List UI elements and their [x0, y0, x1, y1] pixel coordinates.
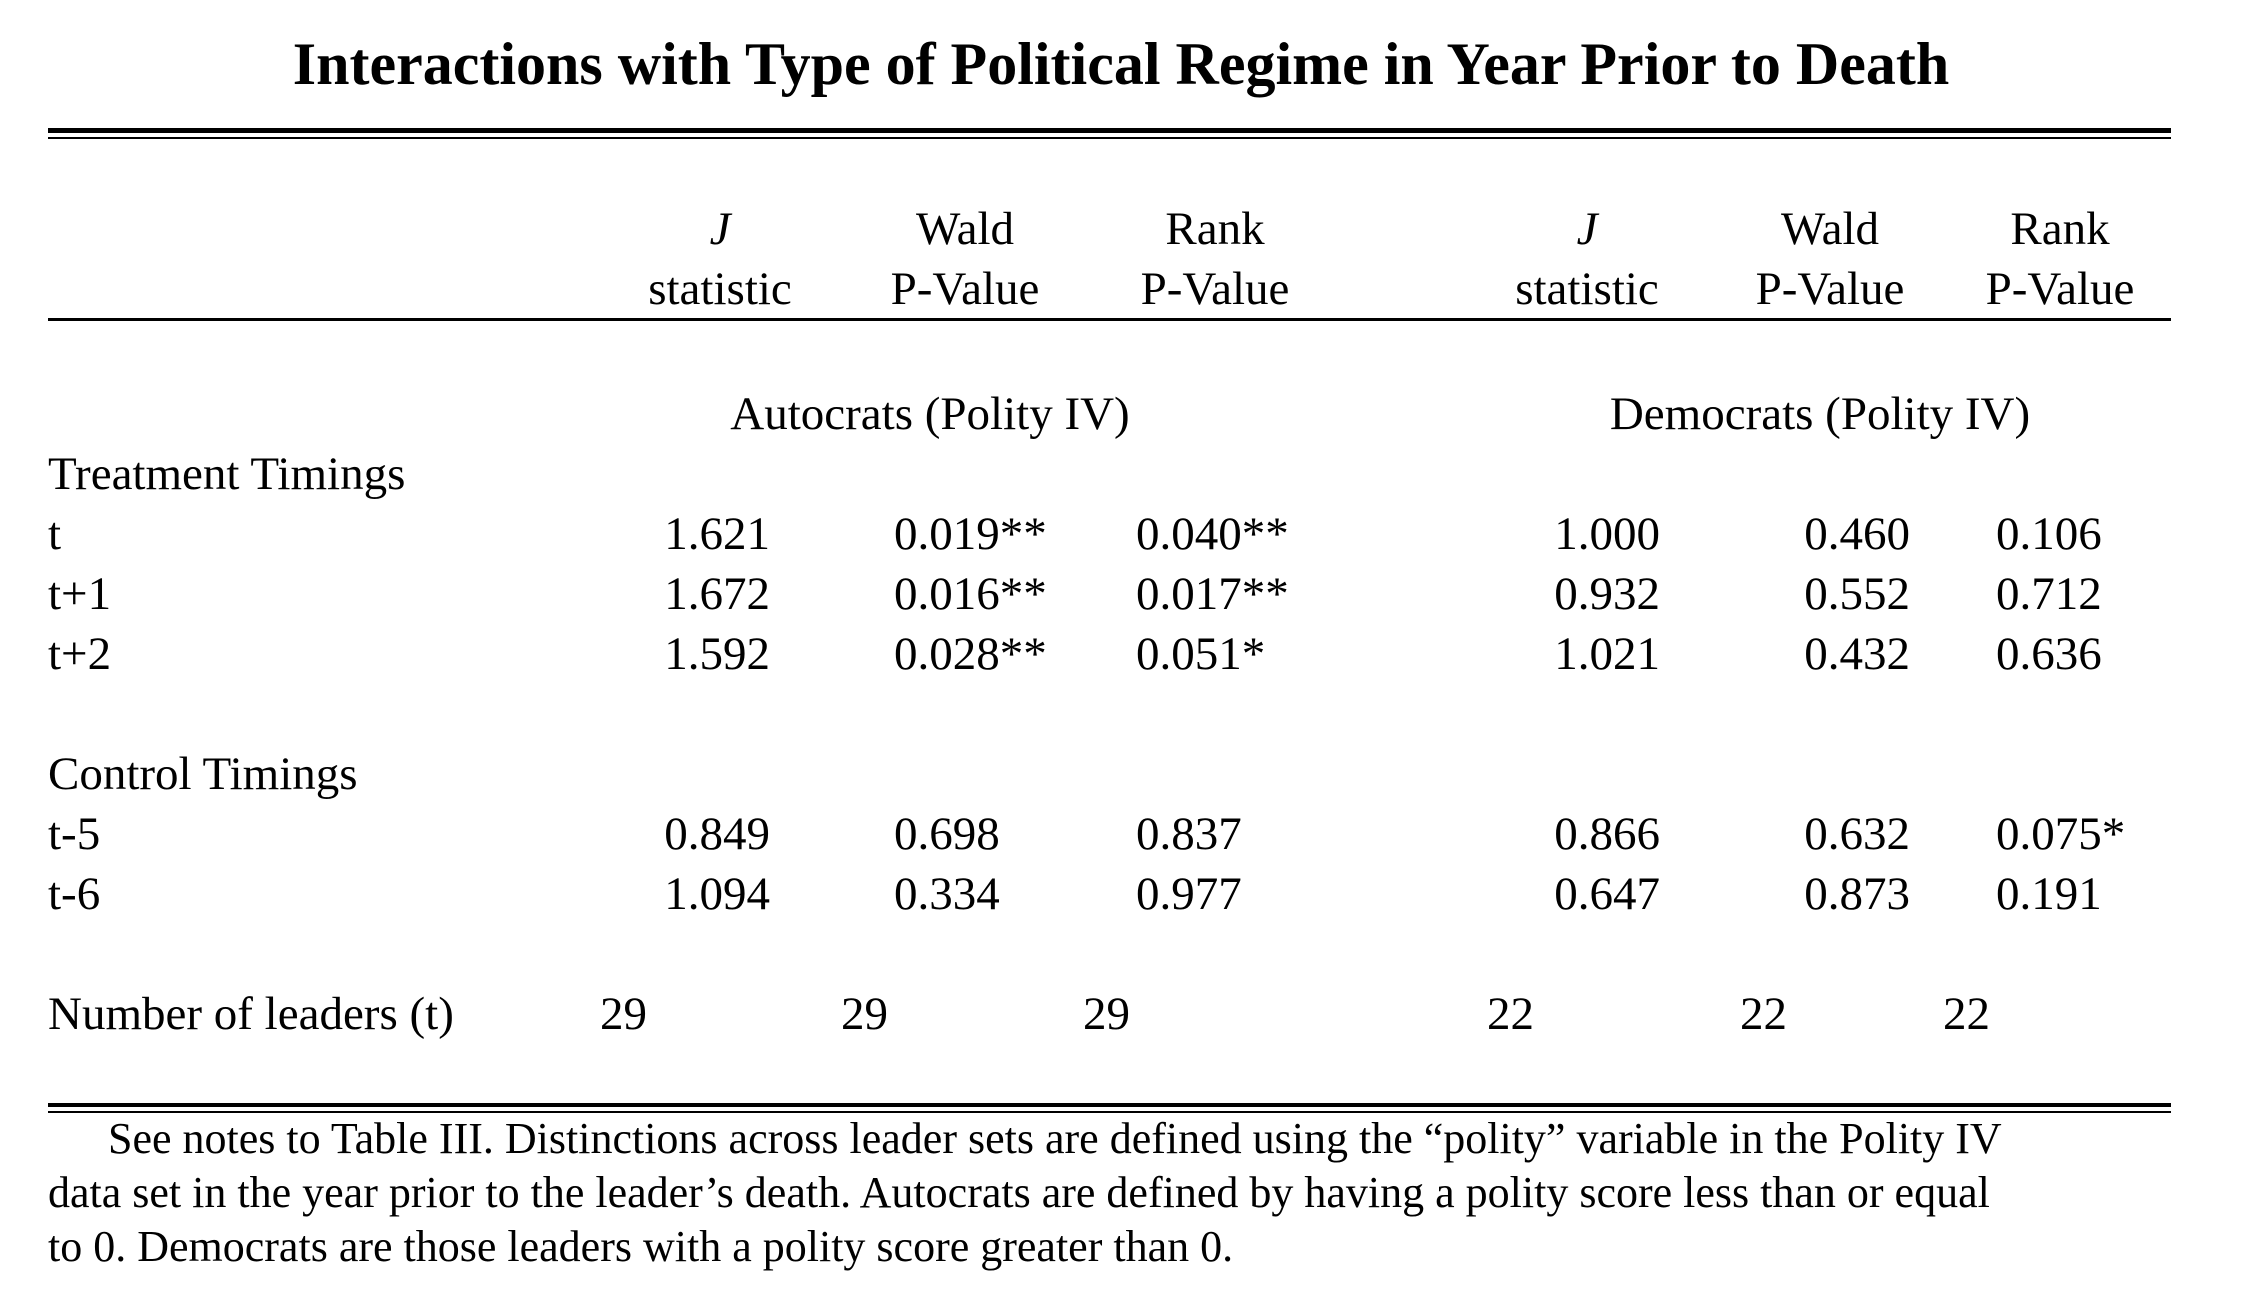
column-header-bottom: P-Value [1985, 263, 2135, 315]
column-header-bottom: P-Value [1755, 263, 1905, 315]
table-cell: 1.672 [664, 568, 770, 620]
table-cell: 22 [1740, 988, 1787, 1040]
top-rule-thin [48, 137, 2171, 139]
group-label-autocrats: Autocrats (Polity IV) [730, 388, 1130, 440]
note-line: to 0. Democrats are those leaders with a… [48, 1222, 1234, 1271]
table-cell: 1.592 [664, 628, 770, 680]
column-header-top: Rank [2010, 203, 2110, 255]
table-cell: 0.334 [894, 868, 1000, 920]
table-cell: 0.075* [1996, 808, 2126, 860]
row-label: t+1 [48, 568, 112, 620]
column-header-top: Rank [1165, 203, 1265, 255]
table-cell: 22 [1487, 988, 1534, 1040]
table-cell: 0.632 [1804, 808, 1910, 860]
table-cell: 1.094 [664, 868, 770, 920]
table-cell: 22 [1943, 988, 1990, 1040]
note-line: See notes to Table III. Distinctions acr… [108, 1114, 2002, 1163]
table-cell: 0.866 [1554, 808, 1660, 860]
table-cell: 1.621 [664, 508, 770, 560]
column-header-top: J [1576, 203, 1598, 255]
table-cell: 0.051* [1136, 628, 1266, 680]
column-header-bottom: P-Value [890, 263, 1040, 315]
section-heading-control: Control Timings [48, 748, 358, 800]
table-cell: 0.460 [1804, 508, 1910, 560]
table-title: Interactions with Type of Political Regi… [292, 31, 1950, 97]
column-header-top: Wald [915, 203, 1015, 255]
table-cell: 0.432 [1804, 628, 1910, 680]
row-label: t [48, 508, 62, 560]
table-cell: 0.647 [1554, 868, 1660, 920]
row-label: t-6 [48, 868, 101, 920]
table-cell: 0.016** [894, 568, 1047, 620]
table-cell: 0.849 [664, 808, 770, 860]
table-cell: 0.977 [1136, 868, 1242, 920]
note-line: data set in the year prior to the leader… [48, 1168, 1990, 1217]
column-header-top: Wald [1780, 203, 1880, 255]
table-cell: 0.932 [1554, 568, 1660, 620]
table-cell: 29 [841, 988, 888, 1040]
bottom-rule-thin [48, 1111, 2171, 1113]
top-rule-thick [48, 128, 2171, 133]
bottom-rule-thick [48, 1103, 2171, 1107]
table-cell: 0.873 [1804, 868, 1910, 920]
table-cell: 0.028** [894, 628, 1047, 680]
table-cell: 29 [600, 988, 647, 1040]
table-cell: 0.698 [894, 808, 1000, 860]
header-rule [48, 318, 2171, 321]
table-cell: 0.040** [1136, 508, 1289, 560]
table-cell: 1.021 [1554, 628, 1660, 680]
column-header-bottom: P-Value [1140, 263, 1290, 315]
table-cell: 0.552 [1804, 568, 1910, 620]
column-header-top: J [709, 203, 731, 255]
section-heading-treatment: Treatment Timings [48, 448, 406, 500]
column-header-bottom: statistic [648, 263, 792, 315]
table-cell: 29 [1083, 988, 1130, 1040]
table-notes: See notes to Table III. Distinctions acr… [48, 1112, 2171, 1292]
table-cell: 0.191 [1996, 868, 2102, 920]
table-cell: 0.636 [1996, 628, 2102, 680]
table-cell: 1.000 [1554, 508, 1660, 560]
table-cell: 0.837 [1136, 808, 1242, 860]
table-cell: 0.017** [1136, 568, 1289, 620]
group-label-democrats: Democrats (Polity IV) [1609, 388, 2031, 440]
row-label: t+2 [48, 628, 112, 680]
row-label: Number of leaders (t) [48, 988, 454, 1040]
table-cell: 0.019** [894, 508, 1047, 560]
table-cell: 0.712 [1996, 568, 2102, 620]
table-cell: 0.106 [1996, 508, 2102, 560]
column-header-bottom: statistic [1515, 263, 1659, 315]
row-label: t-5 [48, 808, 101, 860]
